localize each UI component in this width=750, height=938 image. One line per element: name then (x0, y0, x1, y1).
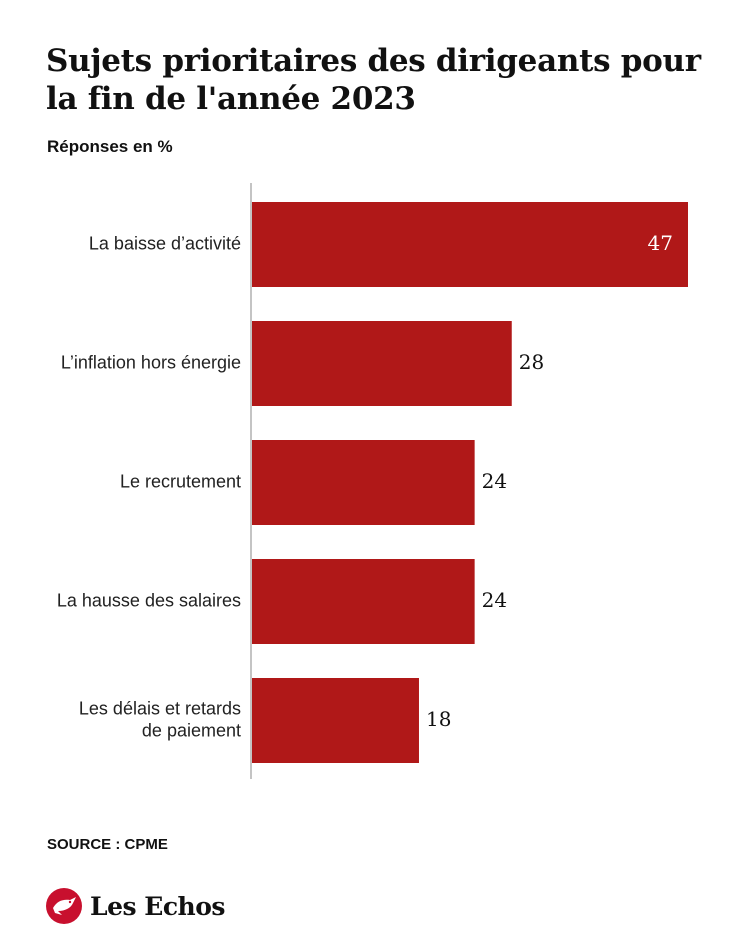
category-label-4: Les délais et retards de paiement (79, 698, 241, 740)
category-label-2: Le recrutement (120, 471, 241, 491)
bar-3 (252, 559, 475, 644)
bar-chart: La baisse d’activité 47 L’inflation hors é… (57, 183, 688, 779)
category-label-0: La baisse d’activité (89, 233, 241, 253)
category-label-1: L’inflation hors énergie (61, 352, 241, 372)
value-label-2: 24 (482, 469, 507, 493)
category-label-3: La hausse des salaires (57, 590, 241, 610)
bar-0 (252, 202, 688, 287)
value-label-3: 24 (482, 588, 507, 612)
brand-logo: Les Echos (46, 888, 225, 924)
chart-subtitle: Réponses en % (47, 137, 173, 156)
les-echos-bird-logo-icon (46, 888, 82, 924)
value-label-4: 18 (426, 707, 451, 731)
source-note: SOURCE : CPME (47, 836, 168, 853)
value-label-0: 47 (648, 231, 673, 255)
chart-title: Sujets prioritaires des dirigeants pour … (46, 43, 701, 117)
bar-2 (252, 440, 475, 525)
bar-1 (252, 321, 512, 406)
value-label-1: 28 (519, 350, 544, 374)
bar-4 (252, 678, 419, 763)
brand-name: Les Echos (90, 891, 225, 921)
